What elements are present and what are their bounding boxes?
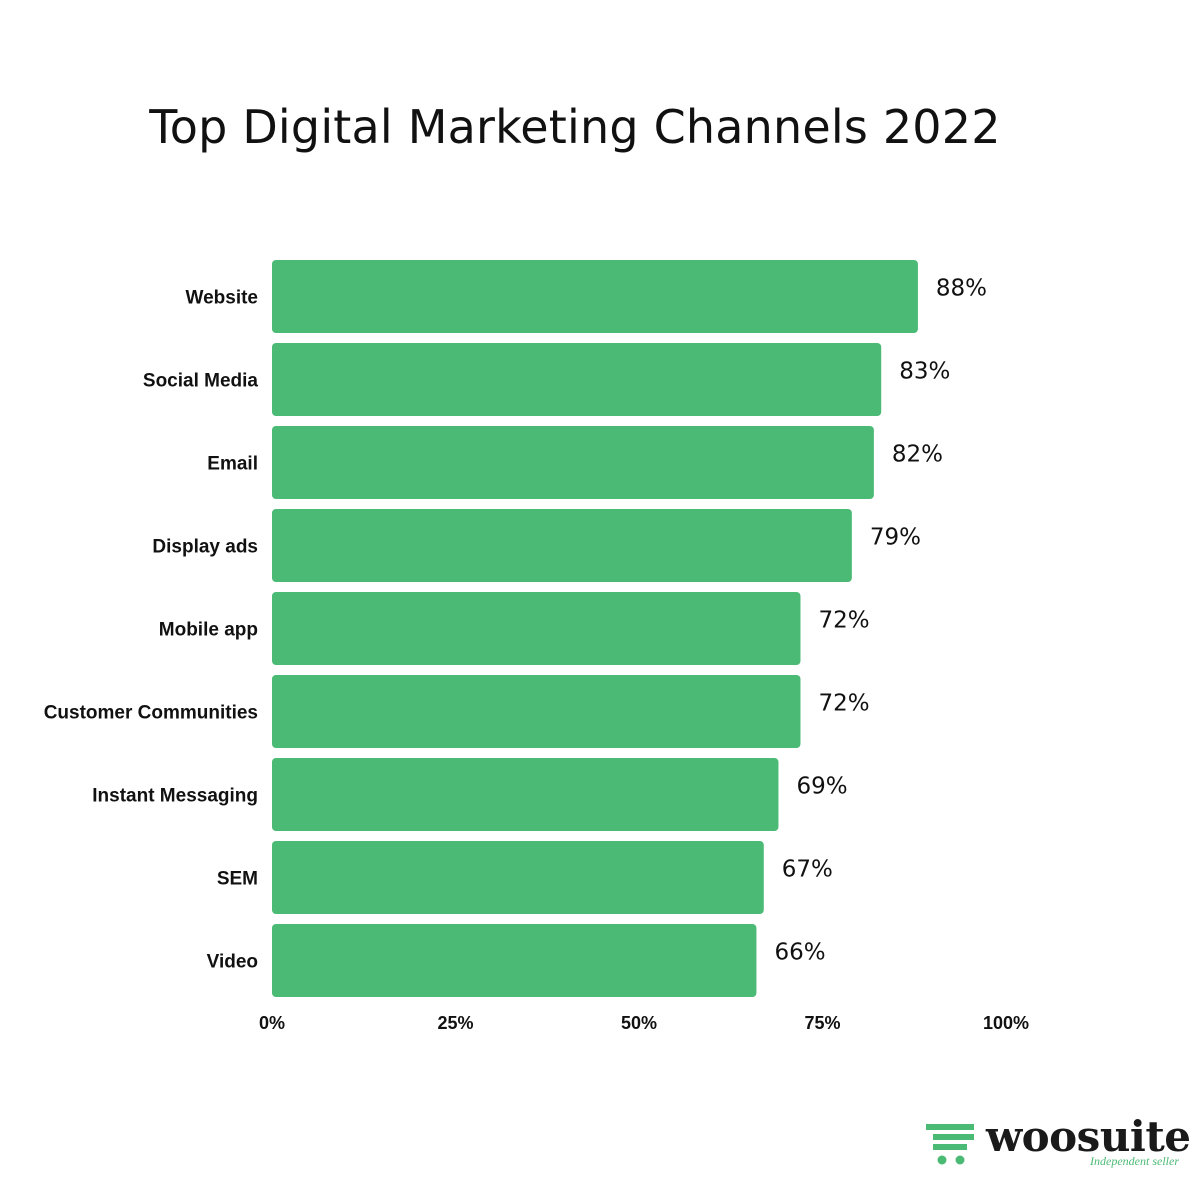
x-tick-label: 0% xyxy=(259,1013,285,1033)
x-tick-label: 50% xyxy=(621,1013,657,1033)
category-label: Video xyxy=(207,952,258,973)
value-label: 79% xyxy=(870,525,921,551)
value-label: 69% xyxy=(796,774,847,800)
category-label: Display ads xyxy=(152,537,258,558)
bar-display-ads xyxy=(272,509,852,582)
brand-logo: woosuite Independent seller xyxy=(924,1112,1191,1172)
value-label: 83% xyxy=(899,359,950,385)
x-tick-label: 100% xyxy=(983,1013,1029,1033)
bar-sem xyxy=(272,841,764,914)
category-label: Website xyxy=(185,288,258,309)
value-label: 72% xyxy=(818,608,869,634)
bar-email xyxy=(272,426,874,499)
category-label: Customer Communities xyxy=(44,703,258,724)
bar-video xyxy=(272,924,757,997)
bar-social-media xyxy=(272,343,882,416)
category-label: Social Media xyxy=(143,371,259,392)
cart-icon xyxy=(926,1124,974,1165)
brand-tagline: Independent seller xyxy=(1090,1154,1179,1168)
x-tick-label: 25% xyxy=(437,1013,473,1033)
chart-title: Top Digital Marketing Channels 2022 xyxy=(149,100,1001,154)
category-label: SEM xyxy=(217,869,258,890)
brand-name: woosuite xyxy=(986,1112,1191,1161)
value-label: 67% xyxy=(782,857,833,883)
bar-chart: Website 88% Social Media 83% Email 82% Display… xyxy=(44,260,1029,1033)
value-label: 88% xyxy=(936,276,987,302)
bar-instant-messaging xyxy=(272,758,779,831)
x-tick-label: 75% xyxy=(804,1013,840,1033)
value-label: 66% xyxy=(774,940,825,966)
category-label: Mobile app xyxy=(159,620,258,641)
category-label: Email xyxy=(207,454,258,475)
bar-customer-communities xyxy=(272,675,801,748)
bar-website xyxy=(272,260,918,333)
bar-mobile-app xyxy=(272,592,801,665)
value-label: 72% xyxy=(818,691,869,717)
value-label: 82% xyxy=(892,442,943,468)
category-label: Instant Messaging xyxy=(92,786,258,807)
